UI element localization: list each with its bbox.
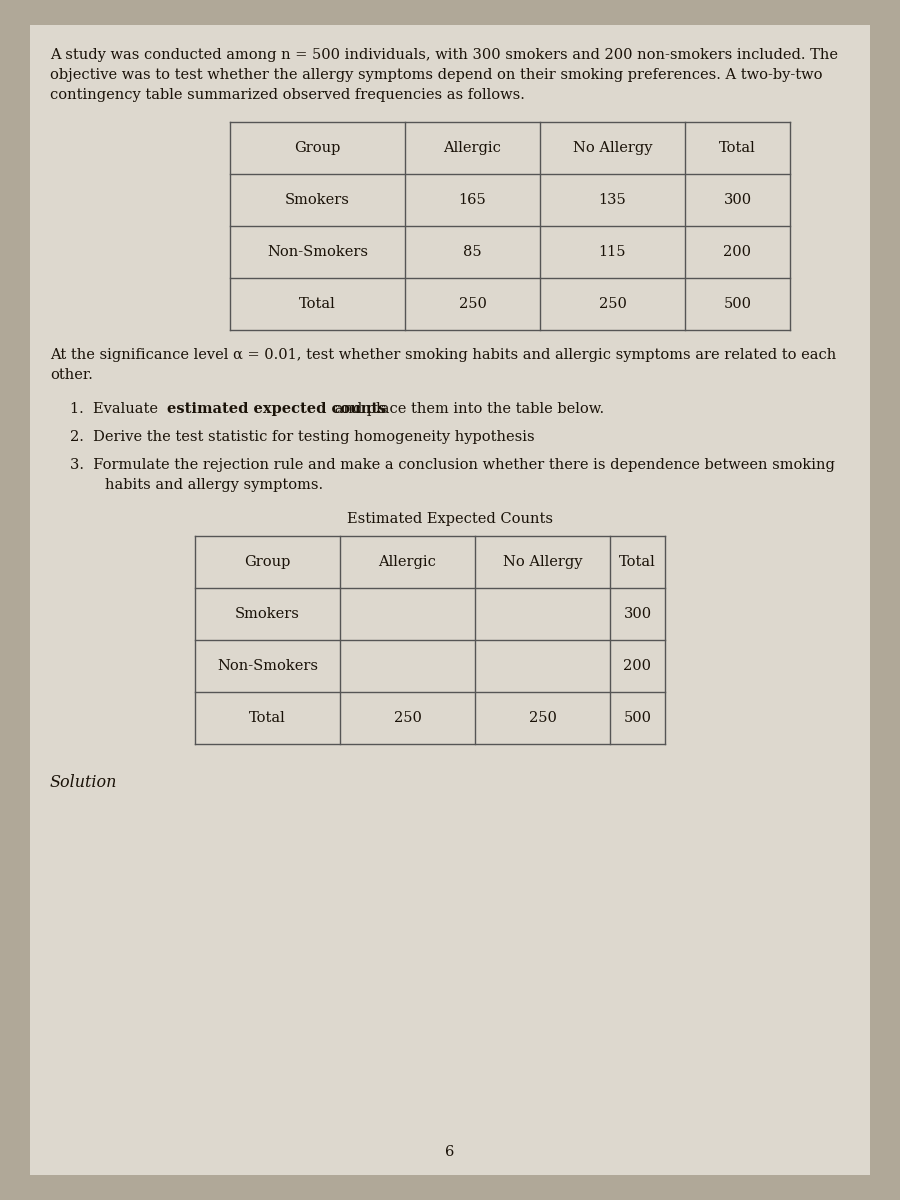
Text: 250: 250 bbox=[393, 710, 421, 725]
Text: other.: other. bbox=[50, 368, 93, 382]
Text: 200: 200 bbox=[624, 659, 652, 673]
Text: Estimated Expected Counts: Estimated Expected Counts bbox=[347, 512, 553, 526]
Text: Group: Group bbox=[294, 140, 341, 155]
Text: 2.  Derive the test statistic for testing homogeneity hypothesis: 2. Derive the test statistic for testing… bbox=[70, 430, 535, 444]
Text: 250: 250 bbox=[528, 710, 556, 725]
Text: 300: 300 bbox=[624, 607, 652, 622]
Text: 85: 85 bbox=[464, 245, 482, 259]
Text: No Allergy: No Allergy bbox=[503, 554, 582, 569]
Text: No Allergy: No Allergy bbox=[572, 140, 652, 155]
Text: Non-Smokers: Non-Smokers bbox=[267, 245, 368, 259]
Text: Allergic: Allergic bbox=[444, 140, 501, 155]
Text: Total: Total bbox=[619, 554, 656, 569]
Text: 200: 200 bbox=[724, 245, 752, 259]
Text: habits and allergy symptoms.: habits and allergy symptoms. bbox=[105, 478, 323, 492]
Text: 500: 500 bbox=[624, 710, 652, 725]
Text: 135: 135 bbox=[598, 193, 626, 206]
Text: A study was conducted among n = 500 individuals, with 300 smokers and 200 non-sm: A study was conducted among n = 500 indi… bbox=[50, 48, 838, 62]
Text: Smokers: Smokers bbox=[285, 193, 350, 206]
Text: 6: 6 bbox=[446, 1145, 454, 1159]
Text: Non-Smokers: Non-Smokers bbox=[217, 659, 318, 673]
Text: 250: 250 bbox=[459, 296, 486, 311]
Text: 3.  Formulate the rejection rule and make a conclusion whether there is dependen: 3. Formulate the rejection rule and make… bbox=[70, 458, 835, 472]
Text: Total: Total bbox=[249, 710, 286, 725]
Text: Smokers: Smokers bbox=[235, 607, 300, 622]
Text: Total: Total bbox=[719, 140, 756, 155]
Text: 250: 250 bbox=[598, 296, 626, 311]
Text: 1.  Evaluate: 1. Evaluate bbox=[70, 402, 163, 416]
Text: 300: 300 bbox=[724, 193, 752, 206]
Text: Solution: Solution bbox=[50, 774, 117, 791]
Text: Total: Total bbox=[299, 296, 336, 311]
Text: Allergic: Allergic bbox=[379, 554, 436, 569]
Text: 500: 500 bbox=[724, 296, 752, 311]
Text: 115: 115 bbox=[598, 245, 626, 259]
Text: At the significance level α = 0.01, test whether smoking habits and allergic sym: At the significance level α = 0.01, test… bbox=[50, 348, 836, 362]
Text: and place them into the table below.: and place them into the table below. bbox=[330, 402, 604, 416]
Text: Group: Group bbox=[244, 554, 291, 569]
Text: estimated expected counts: estimated expected counts bbox=[167, 402, 386, 416]
Text: objective was to test whether the allergy symptoms depend on their smoking prefe: objective was to test whether the allerg… bbox=[50, 68, 823, 82]
Text: contingency table summarized observed frequencies as follows.: contingency table summarized observed fr… bbox=[50, 88, 525, 102]
Text: 165: 165 bbox=[459, 193, 486, 206]
